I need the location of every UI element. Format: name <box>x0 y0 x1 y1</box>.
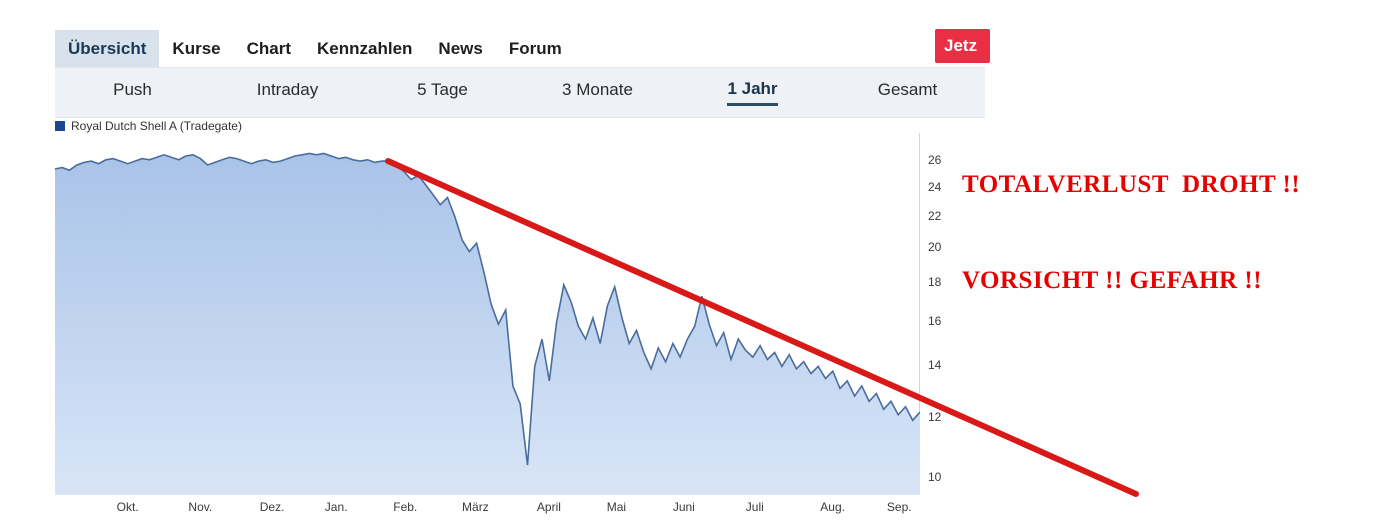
y-tick-label: 18 <box>928 275 942 290</box>
price-chart-plot <box>55 133 920 495</box>
x-tick-label: Nov. <box>188 500 213 514</box>
y-tick-label: 16 <box>928 314 942 329</box>
x-axis-labels: Okt. Nov. Dez. Jan. Feb. März April Mai Juni Juli… <box>55 500 920 516</box>
period-5-tage[interactable]: 5 Tage <box>365 68 520 117</box>
period-3-monate-label: 3 Monate <box>562 80 633 99</box>
x-tick-label: März <box>462 500 489 514</box>
chart-legend: Royal Dutch Shell A (Tradegate) <box>55 119 242 133</box>
price-area <box>55 153 920 495</box>
legend-swatch <box>55 121 65 131</box>
legend-label: Royal Dutch Shell A (Tradegate) <box>71 119 242 133</box>
warning-line-1: TOTALVERLUST DROHT !! <box>962 171 1301 198</box>
y-tick-label: 26 <box>928 153 942 168</box>
x-tick-label: Sep. <box>886 500 912 514</box>
tab-chart[interactable]: Chart <box>246 38 292 58</box>
period-intraday-label: Intraday <box>256 80 319 99</box>
period-intraday[interactable]: Intraday <box>210 68 365 117</box>
x-tick-label: Mai <box>606 500 627 514</box>
period-1-jahr-label: 1 Jahr <box>727 79 778 106</box>
main-tabbar: Übersicht Kurse Chart Kennzahlen News Fo… <box>55 30 575 67</box>
period-gesamt-label: Gesamt <box>877 80 938 99</box>
period-5-tage-label: 5 Tage <box>417 80 468 99</box>
period-push[interactable]: Push <box>55 68 210 117</box>
period-1-jahr[interactable]: 1 Jahr <box>675 68 830 117</box>
y-tick-label: 14 <box>928 358 942 373</box>
price-chart-svg <box>55 152 920 495</box>
trade-now-button[interactable]: Jetz <box>935 29 990 63</box>
tab-news[interactable]: News <box>438 38 483 58</box>
period-push-label: Push <box>113 80 152 99</box>
period-selector: Push Intraday 5 Tage 3 Monate 1 Jahr Ges… <box>55 67 985 118</box>
y-tick-label: 10 <box>928 469 942 484</box>
x-tick-label: Juni <box>672 500 695 514</box>
tab-kurse[interactable]: Kurse <box>172 38 221 58</box>
period-gesamt[interactable]: Gesamt <box>830 68 985 117</box>
y-tick-label: 12 <box>928 409 942 424</box>
x-tick-label: Feb. <box>393 500 418 514</box>
x-tick-label: Jan. <box>324 500 348 514</box>
tab-uebersicht[interactable]: Übersicht <box>55 30 160 67</box>
y-tick-label: 22 <box>928 208 942 223</box>
x-tick-label: Juli <box>745 500 764 514</box>
x-tick-label: Dez. <box>259 500 285 514</box>
y-tick-label: 20 <box>928 240 942 255</box>
x-tick-label: April <box>536 500 561 514</box>
warning-text: TOTALVERLUST DROHT !! VORSICHT !! GEFAHR… <box>962 105 1300 361</box>
x-tick-label: Aug. <box>820 500 845 514</box>
x-tick-label: Okt. <box>116 500 139 514</box>
warning-line-2: VORSICHT !! GEFAHR !! <box>962 267 1263 294</box>
period-3-monate[interactable]: 3 Monate <box>520 68 675 117</box>
y-tick-label: 24 <box>928 179 942 194</box>
tab-kennzahlen[interactable]: Kennzahlen <box>317 38 413 58</box>
tab-forum[interactable]: Forum <box>508 38 562 58</box>
